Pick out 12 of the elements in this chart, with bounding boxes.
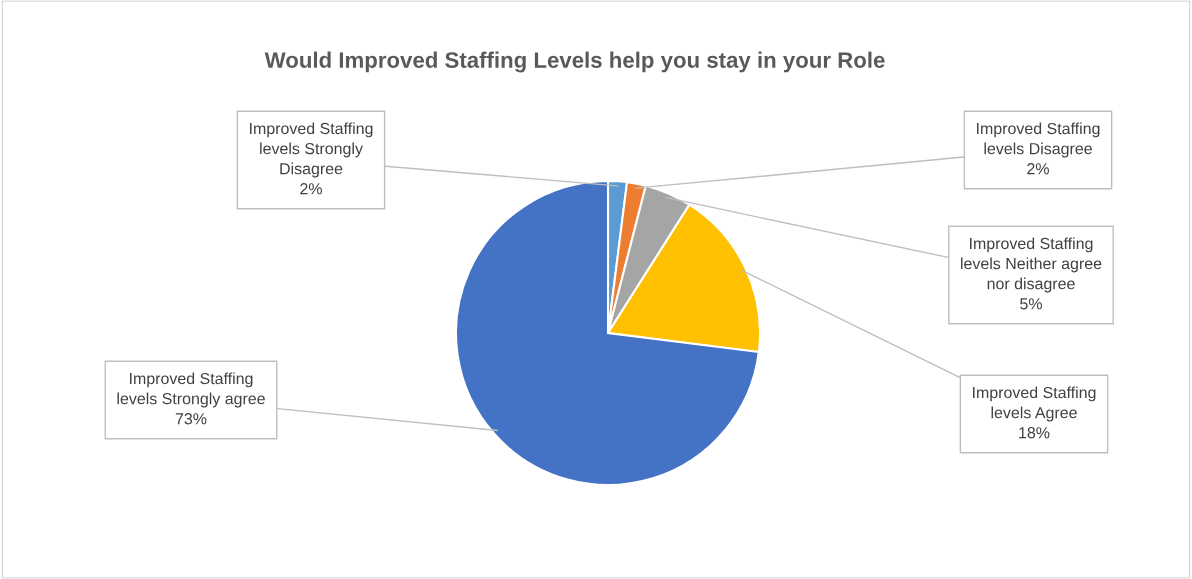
slice-label: Improved Staffing levels Strongly Disagree: [250, 122, 373, 178]
slice-label: Improved Staffing levels Disagree: [977, 122, 1100, 158]
slice-label: Improved Staffing levels Strongly agree: [117, 372, 265, 408]
slice-label: Improved Staffing levels Neither agree nor disagree: [961, 237, 1102, 293]
slice-label: Improved Staffing levels Agree: [973, 386, 1096, 422]
data-label: 73%: [175, 413, 207, 425]
pie-slice: [454, 179, 760, 487]
data-label: 5%: [1020, 298, 1042, 310]
data-label: 2%: [1027, 163, 1049, 175]
data-label: 18%: [1019, 427, 1050, 439]
data-label: 2%: [300, 183, 322, 195]
chart-title: Would Improved Staffing Levels help you stay in your Role: [264, 51, 885, 73]
